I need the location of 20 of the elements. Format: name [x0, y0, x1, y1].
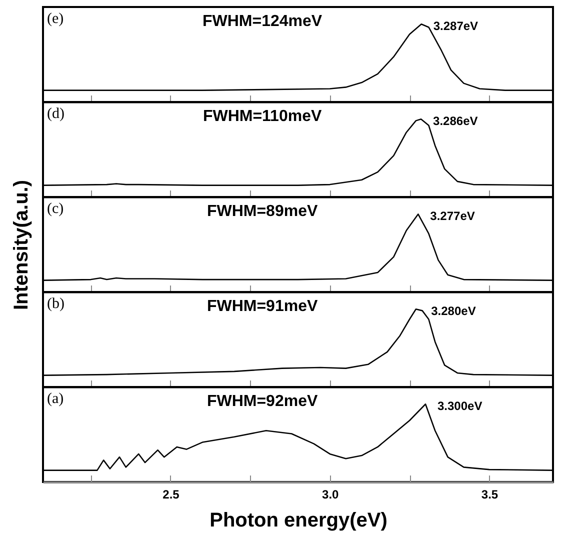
- annotation: (c): [47, 201, 64, 217]
- annotation: 3.286eV: [433, 114, 478, 128]
- annotation: FWHM=92meV: [206, 393, 318, 410]
- annotation: FWHM=124meV: [202, 13, 322, 30]
- annotation: 3.280eV: [431, 304, 476, 318]
- annotation: FWHM=89meV: [206, 203, 318, 220]
- x-axis-title: Photon energy(eV): [210, 510, 388, 532]
- annotation: FWHM=110meV: [202, 108, 322, 125]
- annotation: 3.287eV: [433, 19, 478, 34]
- y-axis-title: Intensity(a.u.): [10, 180, 32, 310]
- x-tick-label: 3.5: [481, 488, 498, 502]
- x-tick-label: 3.0: [322, 488, 340, 502]
- annotation: FWHM=91meV: [206, 298, 318, 315]
- annotation: 3.277eV: [430, 209, 475, 224]
- annotation: (a): [47, 391, 64, 407]
- annotation: (e): [47, 11, 64, 27]
- annotation: 3.300eV: [438, 399, 482, 414]
- annotation: (d): [47, 106, 64, 122]
- x-tick-label: 2.5: [162, 488, 180, 502]
- annotation: (b): [47, 296, 64, 312]
